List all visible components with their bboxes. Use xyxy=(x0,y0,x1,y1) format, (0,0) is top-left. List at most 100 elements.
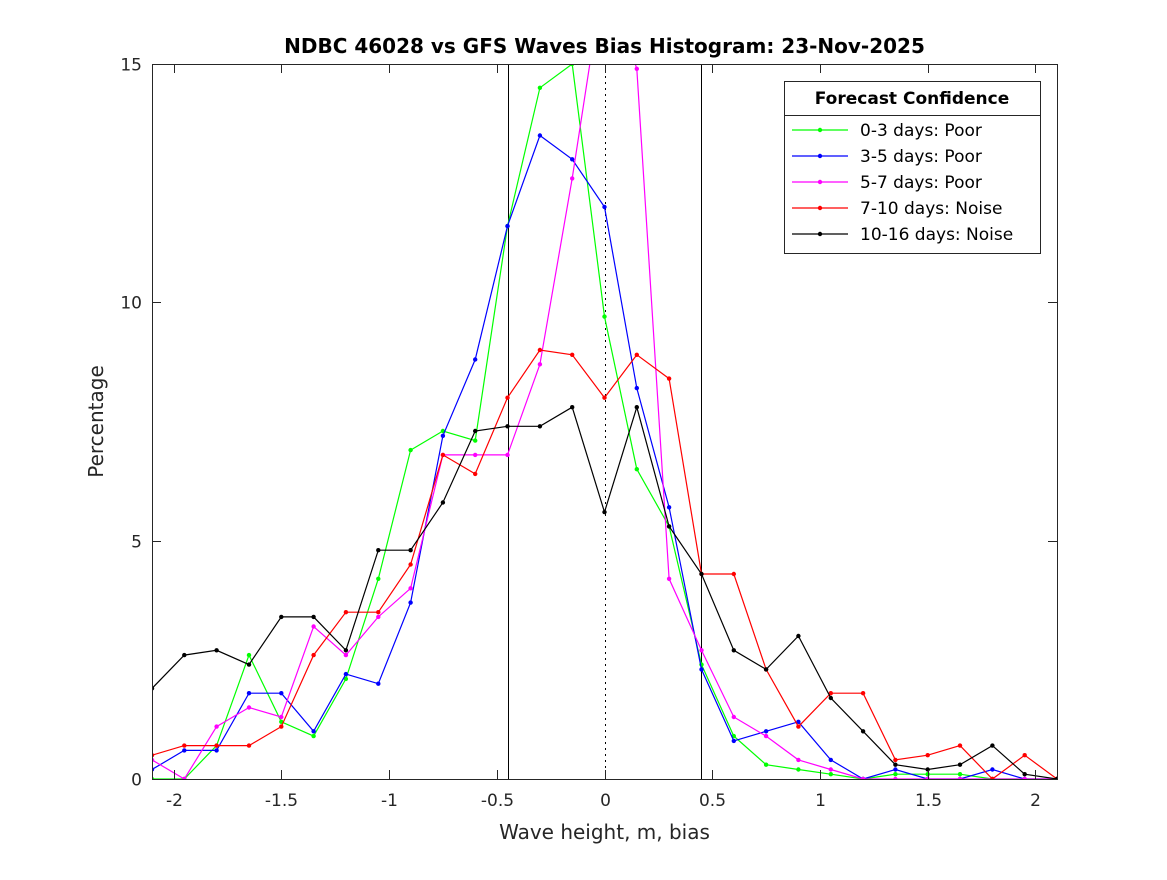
data-point xyxy=(505,452,510,458)
data-point xyxy=(505,424,510,429)
data-point xyxy=(925,772,930,777)
data-point xyxy=(537,133,543,138)
data-point xyxy=(957,762,963,767)
data-point xyxy=(311,652,316,658)
data-point xyxy=(634,352,639,357)
data-point xyxy=(699,571,704,577)
data-point xyxy=(473,438,478,443)
data-point xyxy=(860,776,866,779)
data-point xyxy=(763,729,769,734)
data-point xyxy=(311,624,316,629)
x-tick-label: 1 xyxy=(815,791,826,811)
data-point xyxy=(699,667,704,672)
x-tick-label: -2 xyxy=(166,791,183,811)
data-point xyxy=(537,424,543,429)
data-point xyxy=(1054,776,1057,779)
data-point xyxy=(408,447,413,453)
legend-label: 3-5 days: Poor xyxy=(860,147,982,167)
legend-label: 10-16 days: Noise xyxy=(860,225,1013,245)
data-point xyxy=(731,648,736,653)
data-point xyxy=(182,743,187,748)
data-point xyxy=(343,652,349,658)
data-point xyxy=(214,748,219,753)
y-tick-label: 5 xyxy=(131,533,142,553)
data-point xyxy=(505,223,510,229)
data-point xyxy=(570,352,575,357)
data-point xyxy=(570,157,575,162)
data-point xyxy=(763,762,769,767)
data-point xyxy=(408,600,413,605)
y-tick-label: 15 xyxy=(120,56,142,76)
data-point xyxy=(473,357,478,362)
y-tick-label: 0 xyxy=(131,771,142,791)
legend-item: 10-16 days: Noise xyxy=(792,225,1013,245)
data-point xyxy=(828,772,833,777)
data-point xyxy=(666,376,672,381)
data-point xyxy=(699,648,704,653)
data-point xyxy=(1022,776,1027,779)
x-tick-label: -1 xyxy=(381,791,398,811)
data-point xyxy=(214,743,219,748)
data-point xyxy=(537,362,543,367)
x-tick-label: 2 xyxy=(1030,791,1041,811)
data-point xyxy=(893,757,898,763)
data-point xyxy=(343,610,349,615)
data-point xyxy=(473,471,478,477)
data-point xyxy=(246,652,252,658)
y-tick-label: 10 xyxy=(120,294,142,314)
axis-ticks: -2 -1.5 -1 -0.5 0 0.5 1 1.5 2 0 5 10 15 xyxy=(120,56,1057,811)
data-point xyxy=(440,500,446,505)
legend-item: 3-5 days: Poor xyxy=(792,147,982,167)
data-point xyxy=(990,743,995,748)
data-point xyxy=(246,662,252,667)
x-tick-label: 1.5 xyxy=(915,791,942,811)
data-point xyxy=(1022,753,1027,758)
data-point xyxy=(343,676,349,682)
data-point xyxy=(570,176,575,181)
data-point xyxy=(279,691,284,696)
data-point xyxy=(828,767,833,772)
data-point xyxy=(634,66,639,72)
data-point xyxy=(214,724,219,729)
data-point xyxy=(957,772,963,777)
data-point xyxy=(473,428,478,434)
x-tick-label: 0 xyxy=(600,791,611,811)
data-point xyxy=(602,314,607,319)
data-point xyxy=(634,467,639,472)
data-point xyxy=(408,548,413,553)
chart-title: NDBC 46028 vs GFS Waves Bias Histogram: … xyxy=(284,34,925,58)
data-point xyxy=(990,767,995,772)
legend-item: 0-3 days: Poor xyxy=(792,121,982,141)
legend-title: Forecast Confidence xyxy=(815,89,1010,109)
data-point xyxy=(602,395,607,400)
legend-box xyxy=(784,81,1041,254)
data-point xyxy=(311,614,316,620)
data-point xyxy=(246,691,252,696)
data-point xyxy=(860,691,866,696)
legend-swatch-marker xyxy=(817,205,823,211)
series-layer xyxy=(152,64,1057,779)
data-point xyxy=(957,776,963,779)
legend-item: 5-7 days: Poor xyxy=(792,173,982,193)
data-point xyxy=(893,767,898,772)
data-point xyxy=(343,671,349,677)
data-point xyxy=(796,724,801,729)
reference-lines xyxy=(508,64,702,779)
data-point xyxy=(796,633,801,639)
data-point xyxy=(731,714,736,720)
x-tick-label: -1.5 xyxy=(265,791,298,811)
data-point xyxy=(731,571,736,577)
data-point xyxy=(279,724,284,729)
x-tick-label: 0.5 xyxy=(699,791,726,811)
legend-swatch-marker xyxy=(817,179,823,185)
data-point xyxy=(828,691,833,696)
data-point xyxy=(828,757,833,763)
data-point xyxy=(763,733,769,739)
data-point xyxy=(408,586,413,591)
series-line xyxy=(152,64,1057,779)
data-point xyxy=(666,505,672,510)
data-point xyxy=(925,767,930,772)
data-point xyxy=(602,204,607,210)
data-point xyxy=(925,753,930,758)
